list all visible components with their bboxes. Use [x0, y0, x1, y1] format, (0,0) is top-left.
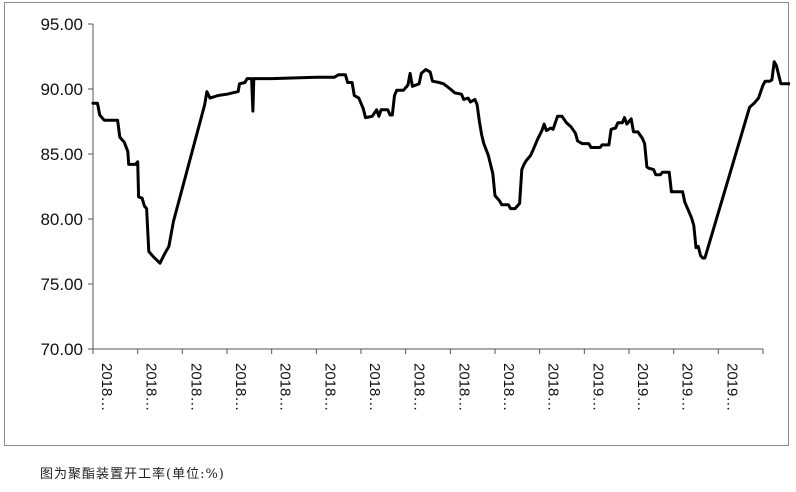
x-tick-label: 2018…	[143, 363, 160, 411]
x-tick-label: 2018…	[545, 363, 562, 411]
y-tick-label: 70.00	[40, 340, 83, 359]
x-tick-label: 2018…	[411, 363, 428, 411]
y-tick-label: 90.00	[40, 80, 83, 99]
x-tick-label: 2018…	[232, 363, 249, 411]
x-tick-label: 2018…	[366, 363, 383, 411]
x-tick-label: 2018…	[500, 363, 517, 411]
chart-caption: 图为聚酯装置开工率(单位:%)	[40, 467, 225, 482]
x-tick-label: 2018…	[321, 363, 338, 411]
series-lines	[91, 60, 790, 265]
x-tick-label: 2018…	[98, 363, 115, 411]
y-tick-label: 80.00	[40, 210, 83, 229]
y-tick-label: 95.00	[40, 15, 83, 34]
x-tick-label: 2019…	[679, 363, 696, 411]
x-tick-label: 2018…	[277, 363, 294, 411]
series-line-0	[91, 60, 790, 265]
y-tick-label: 75.00	[40, 275, 83, 294]
chart-frame: 70.00 75.00 80.00 85.00 90.00 95.00 2018… 2018…	[4, 2, 790, 446]
x-tick-label: 2019…	[723, 363, 740, 411]
x-tick-label: 2019…	[589, 363, 606, 411]
x-tick-label: 2019…	[634, 363, 651, 411]
y-tick-label: 85.00	[40, 145, 83, 164]
x-tick-label: 2018…	[455, 363, 472, 411]
y-axis: 70.00 75.00 80.00 85.00 90.00 95.00	[40, 15, 94, 359]
x-axis: 2018… 2018… 2018… 2018… 2018… 2018… 2018… 2018……	[92, 348, 764, 411]
x-tick-label: 2018…	[187, 363, 204, 411]
